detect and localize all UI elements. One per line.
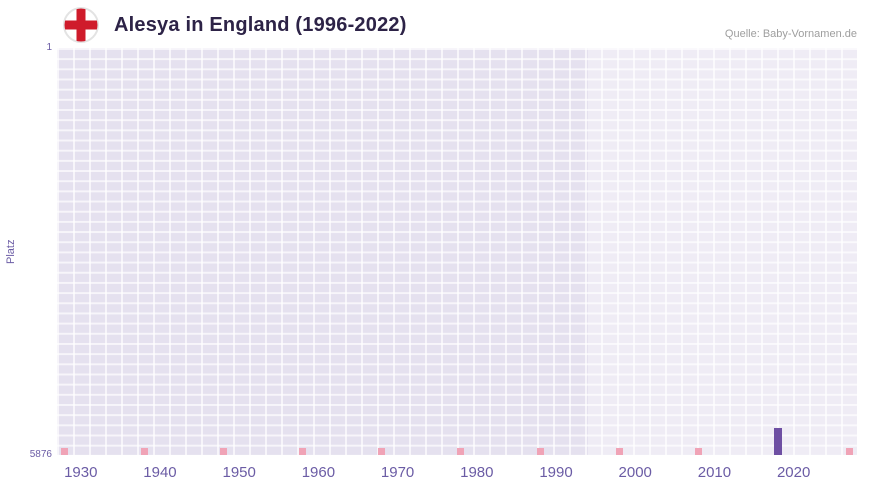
x-tick-label: 1950 (222, 464, 256, 481)
data-period-highlight (587, 48, 857, 455)
x-tick-label: 1960 (301, 464, 336, 481)
no-data-marker (695, 448, 703, 455)
x-tick-label: 2010 (697, 464, 732, 481)
no-data-marker (457, 448, 465, 455)
no-data-marker (140, 448, 148, 455)
y-tick-top: 1 (46, 42, 52, 53)
no-data-marker (61, 448, 69, 455)
x-tick-label: 1990 (539, 464, 573, 481)
no-data-marker (615, 448, 623, 455)
plot-area (57, 48, 857, 455)
england-flag-icon (62, 6, 100, 44)
x-axis: 1930 1940 1950 1960 1970 1980 1990 2000 2010 2020 (57, 464, 857, 486)
no-data-marker (299, 448, 307, 455)
y-axis-label: Platz (5, 239, 17, 264)
x-tick-label: 1970 (380, 464, 415, 481)
chart-title: Alesya in England (1996-2022) (114, 14, 407, 36)
no-data-marker (536, 448, 544, 455)
source-attribution: Quelle: Baby-Vornamen.de (724, 28, 857, 40)
no-data-marker (845, 448, 853, 455)
y-tick-bottom: 5876 (29, 449, 52, 460)
x-tick-label: 2000 (618, 464, 652, 481)
x-tick-label: 1980 (460, 464, 494, 481)
no-data-marker (219, 448, 227, 455)
x-tick-label: 1940 (143, 464, 177, 481)
x-tick-label: 1930 (64, 464, 98, 481)
x-tick-label: 2020 (776, 464, 811, 481)
no-data-marker (378, 448, 386, 455)
rank-bar (773, 428, 782, 455)
